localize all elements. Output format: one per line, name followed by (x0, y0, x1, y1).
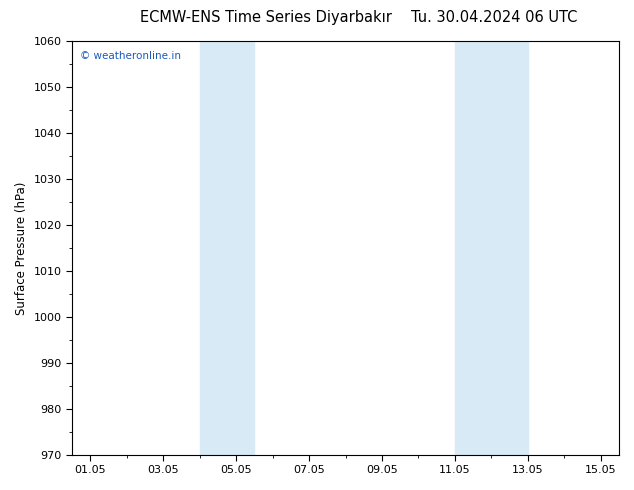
Text: ECMW-ENS Time Series Diyarbakır: ECMW-ENS Time Series Diyarbakır (140, 10, 392, 25)
Bar (200, 41, 254, 455)
Text: © weatheronline.in: © weatheronline.in (81, 51, 181, 61)
Y-axis label: Surface Pressure (hPa): Surface Pressure (hPa) (15, 181, 28, 315)
Bar (455, 41, 528, 455)
Text: Tu. 30.04.2024 06 UTC: Tu. 30.04.2024 06 UTC (411, 10, 578, 25)
